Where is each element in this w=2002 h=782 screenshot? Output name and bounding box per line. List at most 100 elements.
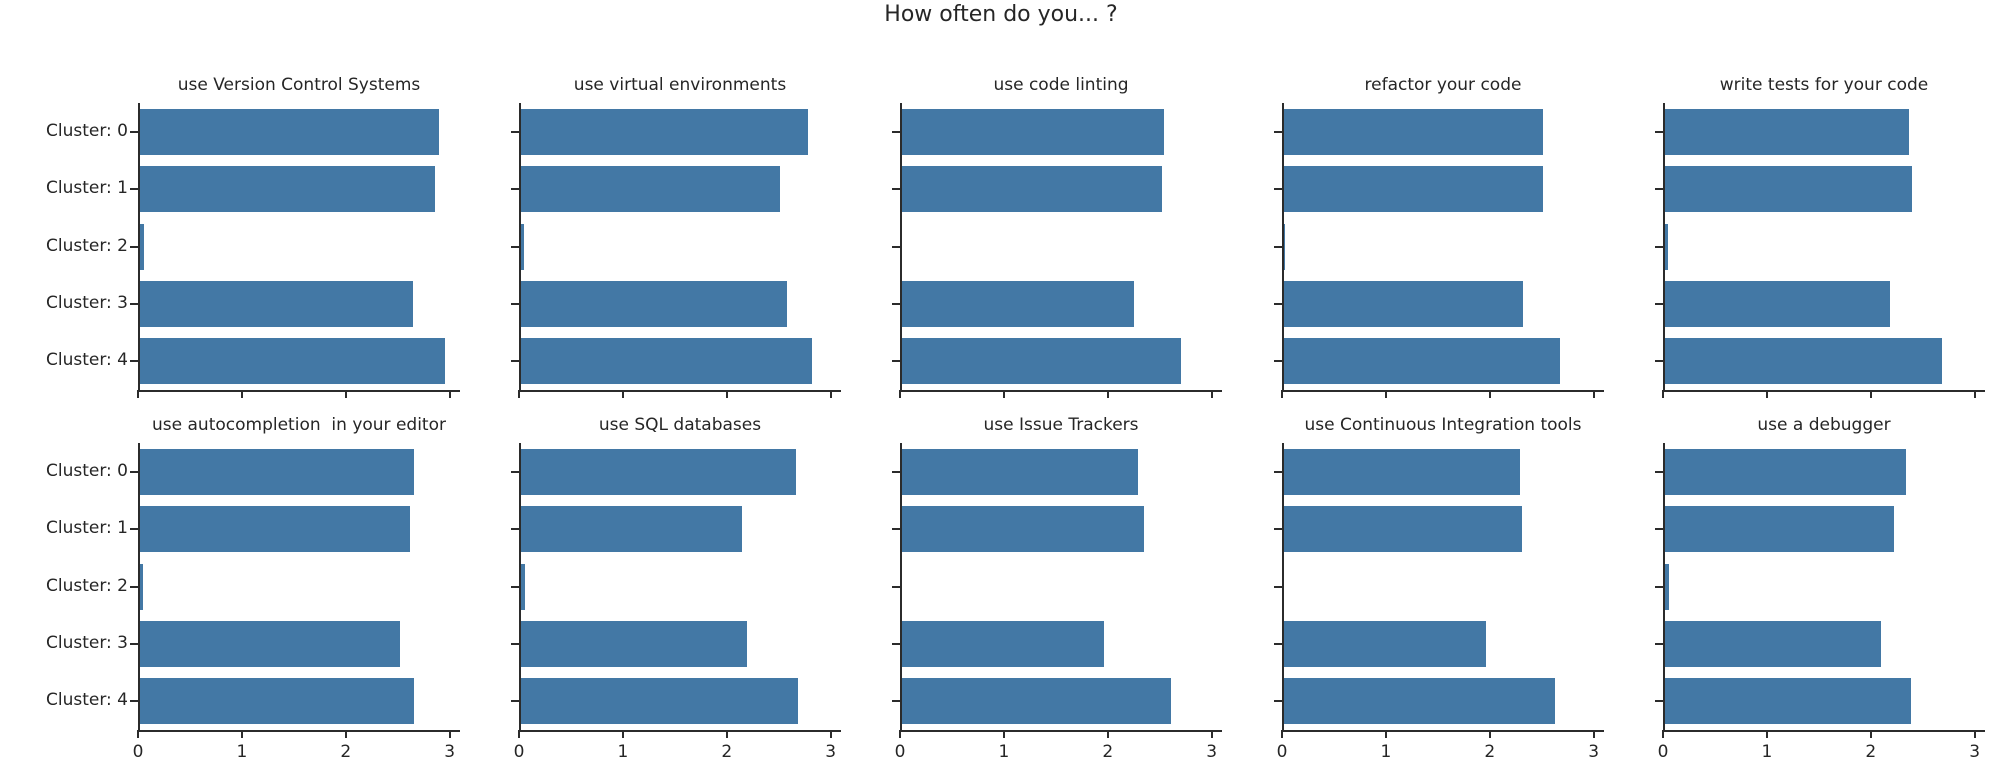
bar-cluster-1 (1284, 506, 1522, 553)
subplot-title: refactor your code (1364, 75, 1522, 95)
x-tick (137, 730, 139, 738)
xtick-label-1: 1 (998, 742, 1010, 762)
bar-cluster-0 (1665, 448, 1906, 495)
bar-cluster-4 (140, 678, 414, 725)
x-tick (1384, 390, 1387, 398)
x-tick (1106, 730, 1109, 738)
y-tick (1274, 528, 1282, 531)
y-tick (1655, 642, 1663, 645)
y-tick (892, 188, 900, 191)
subplot-write-tests-for-your-code: write tests for your code (1655, 75, 1985, 398)
y-tick (130, 302, 138, 305)
subplot-use-autocompletion-in-your-editor: use autocompletion in your editor Cluster… (46, 415, 460, 762)
y-tick (511, 360, 519, 363)
ytick-label-cluster-1: Cluster: 1 (46, 178, 128, 199)
bar-cluster-1 (1665, 166, 1912, 213)
bar-cluster-2 (140, 223, 144, 270)
xtick-label-3: 3 (1588, 742, 1600, 762)
bar-cluster-3 (521, 280, 787, 327)
bar-cluster-1 (140, 506, 410, 553)
y-tick (892, 302, 900, 305)
y-tick (892, 130, 900, 133)
x-tick (1002, 390, 1005, 398)
y-axis-spine (138, 103, 140, 390)
x-tick (725, 730, 728, 738)
y-axis-spine (138, 443, 140, 730)
y-tick (1274, 188, 1282, 191)
bar-cluster-2 (1665, 223, 1668, 270)
ytick-label-cluster-2: Cluster: 2 (46, 575, 128, 596)
y-tick (1655, 528, 1663, 531)
y-tick (1655, 700, 1663, 703)
xtick-label-1: 1 (617, 742, 629, 762)
bar-cluster-3 (140, 620, 400, 667)
x-tick (829, 730, 832, 738)
y-tick (1655, 585, 1663, 588)
x-tick (725, 390, 728, 398)
bar-cluster-3 (902, 620, 1104, 667)
bar-cluster-1 (1665, 506, 1894, 553)
y-tick (130, 585, 138, 588)
xtick-label-3: 3 (1969, 742, 1981, 762)
subplot-use-version-control-systems: use Version Control Systems Cluster: 0 Clu… (46, 75, 460, 398)
bar-cluster-0 (1284, 108, 1543, 155)
x-tick (1210, 390, 1213, 398)
y-axis-spine (519, 103, 521, 390)
y-tick (892, 528, 900, 531)
xtick-label-2: 2 (1484, 742, 1496, 762)
x-tick (899, 730, 901, 738)
y-tick (1274, 642, 1282, 645)
x-tick (1592, 730, 1595, 738)
subplot-use-issue-trackers: use Issue Trackers 0 1 2 3 (892, 415, 1222, 762)
x-tick (829, 390, 832, 398)
y-tick (892, 642, 900, 645)
ytick-label-cluster-0: Cluster: 0 (46, 120, 128, 141)
y-tick (1655, 245, 1663, 248)
bar-cluster-0 (521, 448, 796, 495)
y-tick (1274, 585, 1282, 588)
x-axis-spine (519, 730, 841, 732)
ytick-label-cluster-4: Cluster: 4 (46, 690, 128, 711)
y-tick (511, 585, 519, 588)
y-tick (1274, 302, 1282, 305)
x-tick (1384, 730, 1387, 738)
x-tick (1765, 730, 1768, 738)
y-tick (1274, 700, 1282, 703)
subplot-title: use a debugger (1757, 415, 1891, 435)
xtick-label-1: 1 (236, 742, 248, 762)
xtick-label-1: 1 (1761, 742, 1773, 762)
bar-cluster-2 (521, 563, 525, 610)
y-tick (1274, 130, 1282, 133)
x-tick (1210, 730, 1213, 738)
y-tick (130, 130, 138, 133)
bar-cluster-4 (1665, 338, 1942, 385)
x-axis-spine (1282, 730, 1604, 732)
subplot-title: use virtual environments (573, 75, 787, 95)
xtick-label-0: 0 (513, 742, 525, 762)
x-tick (1002, 730, 1005, 738)
subplot-title: use Issue Trackers (983, 415, 1139, 435)
y-axis-spine (1663, 103, 1665, 390)
ytick-label-cluster-4: Cluster: 4 (46, 350, 128, 371)
y-axis-spine (900, 443, 902, 730)
y-tick (1655, 470, 1663, 473)
subplot-use-sql-databases: use SQL databases 0 1 2 3 (511, 415, 841, 762)
subplot-use-virtual-environments: use virtual environments (511, 75, 841, 398)
y-tick (511, 245, 519, 248)
y-tick (511, 700, 519, 703)
y-tick (511, 528, 519, 531)
x-tick (1281, 390, 1283, 398)
y-tick (130, 188, 138, 191)
x-tick (1973, 390, 1976, 398)
bar-cluster-1 (1284, 166, 1543, 213)
x-tick (344, 390, 347, 398)
y-tick (130, 245, 138, 248)
y-axis-spine (519, 443, 521, 730)
x-tick (1488, 390, 1491, 398)
subplot-refactor-your-code: refactor your code (1274, 75, 1604, 398)
x-tick (518, 730, 520, 738)
bar-cluster-0 (1665, 108, 1909, 155)
y-tick (511, 470, 519, 473)
x-axis-spine (1663, 730, 1985, 732)
